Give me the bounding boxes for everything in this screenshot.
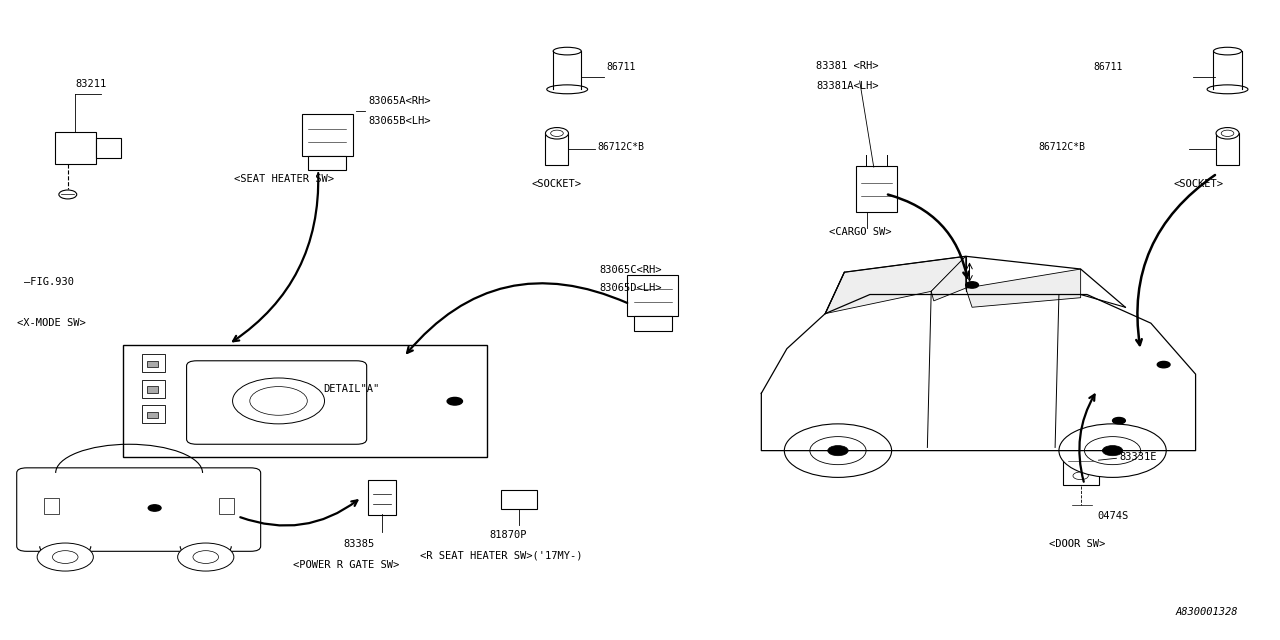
Circle shape bbox=[1157, 362, 1170, 368]
Circle shape bbox=[1073, 472, 1088, 479]
Bar bbox=[142, 380, 165, 397]
Text: <SOCKET>: <SOCKET> bbox=[1174, 179, 1224, 189]
Bar bbox=[545, 133, 568, 165]
Circle shape bbox=[545, 127, 568, 139]
Circle shape bbox=[1084, 436, 1140, 465]
Bar bbox=[147, 361, 159, 367]
Text: 81870P: 81870P bbox=[489, 530, 527, 540]
Ellipse shape bbox=[1213, 47, 1242, 55]
Bar bbox=[500, 490, 536, 509]
Circle shape bbox=[810, 436, 867, 465]
Text: 83065B<LH>: 83065B<LH> bbox=[367, 116, 430, 125]
Ellipse shape bbox=[553, 86, 581, 93]
Circle shape bbox=[1102, 445, 1123, 456]
Text: <X-MODE SW>: <X-MODE SW> bbox=[17, 318, 86, 328]
Circle shape bbox=[550, 130, 563, 136]
FancyBboxPatch shape bbox=[17, 468, 261, 551]
Text: 83331E: 83331E bbox=[1119, 452, 1156, 462]
Polygon shape bbox=[826, 256, 965, 314]
Bar bbox=[55, 132, 96, 164]
Bar bbox=[1062, 451, 1098, 485]
Ellipse shape bbox=[547, 85, 588, 94]
Bar bbox=[634, 317, 672, 330]
Circle shape bbox=[59, 190, 77, 199]
Bar bbox=[308, 156, 346, 170]
Bar bbox=[627, 275, 678, 317]
Text: 86711: 86711 bbox=[607, 62, 636, 72]
Polygon shape bbox=[965, 269, 1080, 307]
Text: <SEAT HEATER SW>: <SEAT HEATER SW> bbox=[234, 173, 334, 184]
Bar bbox=[142, 355, 165, 372]
Bar bbox=[147, 412, 159, 418]
Text: DETAIL"A": DETAIL"A" bbox=[324, 384, 379, 394]
Text: 86711: 86711 bbox=[1093, 62, 1123, 72]
Bar bbox=[142, 405, 165, 423]
Text: 83065A<RH>: 83065A<RH> bbox=[367, 97, 430, 106]
Text: A830001328: A830001328 bbox=[1175, 607, 1238, 617]
Text: <SOCKET>: <SOCKET> bbox=[531, 179, 581, 189]
Text: <POWER R GATE SW>: <POWER R GATE SW> bbox=[293, 561, 399, 570]
Bar bbox=[123, 346, 486, 457]
Text: 83385: 83385 bbox=[344, 540, 375, 549]
Circle shape bbox=[193, 550, 219, 563]
Text: 83381 <RH>: 83381 <RH> bbox=[817, 61, 879, 72]
Circle shape bbox=[37, 543, 93, 571]
Circle shape bbox=[148, 505, 161, 511]
Circle shape bbox=[52, 550, 78, 563]
Circle shape bbox=[1221, 130, 1234, 136]
Polygon shape bbox=[932, 256, 965, 301]
Text: 83065C<RH>: 83065C<RH> bbox=[599, 266, 662, 275]
Text: <CARGO SW>: <CARGO SW> bbox=[829, 227, 892, 237]
FancyBboxPatch shape bbox=[187, 361, 366, 444]
Text: 83381A<LH>: 83381A<LH> bbox=[817, 81, 879, 90]
Text: 0474S: 0474S bbox=[1097, 511, 1129, 520]
Circle shape bbox=[828, 445, 849, 456]
Bar bbox=[302, 115, 352, 156]
Bar bbox=[367, 479, 396, 515]
Bar bbox=[856, 166, 897, 212]
Circle shape bbox=[178, 543, 234, 571]
Text: 83211: 83211 bbox=[76, 79, 106, 89]
Circle shape bbox=[1112, 417, 1125, 424]
Text: 86712C*B: 86712C*B bbox=[598, 141, 645, 152]
Text: 83065D<LH>: 83065D<LH> bbox=[599, 283, 662, 293]
Text: 86712C*B: 86712C*B bbox=[1038, 141, 1085, 152]
Bar bbox=[44, 499, 59, 515]
Bar bbox=[96, 138, 122, 157]
Bar bbox=[1216, 133, 1239, 165]
Text: <DOOR SW>: <DOOR SW> bbox=[1048, 540, 1105, 549]
Text: <R SEAT HEATER SW>('17MY-): <R SEAT HEATER SW>('17MY-) bbox=[420, 551, 582, 561]
Circle shape bbox=[785, 424, 892, 477]
Bar bbox=[147, 387, 159, 393]
Ellipse shape bbox=[553, 47, 581, 55]
Text: —FIG.930: —FIG.930 bbox=[24, 276, 74, 287]
Circle shape bbox=[447, 397, 462, 405]
Ellipse shape bbox=[1207, 85, 1248, 94]
Circle shape bbox=[1216, 127, 1239, 139]
Circle shape bbox=[965, 282, 978, 288]
Bar bbox=[219, 499, 234, 515]
Ellipse shape bbox=[250, 387, 307, 415]
Ellipse shape bbox=[1213, 86, 1242, 93]
Circle shape bbox=[1059, 424, 1166, 477]
Ellipse shape bbox=[233, 378, 325, 424]
